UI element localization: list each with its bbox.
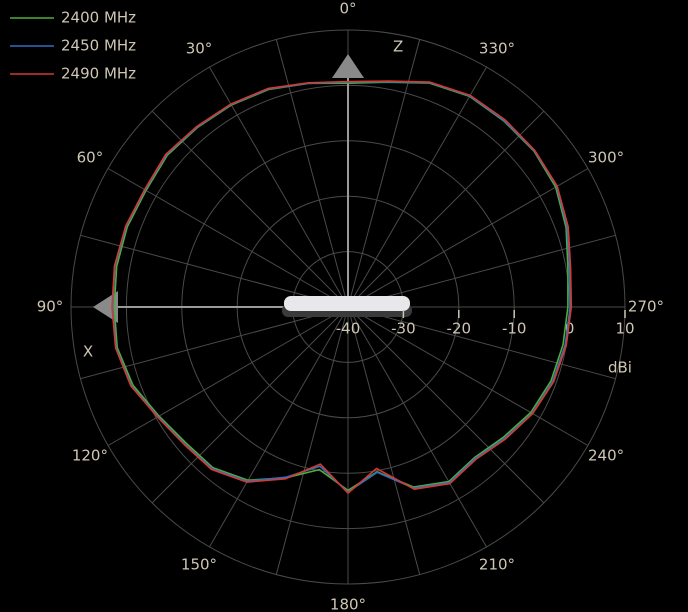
x-label: X (83, 343, 93, 361)
spoke (275, 39, 349, 308)
theta-tick-label: 240° (588, 447, 624, 465)
z-arrow (332, 54, 364, 78)
spoke (151, 306, 349, 504)
series (111, 80, 573, 494)
spoke (347, 306, 589, 446)
grid-circle (70, 29, 626, 585)
z-label: Z (393, 38, 403, 56)
r-tick-label: -10 (502, 320, 527, 338)
theta-tick-label: 90° (37, 298, 64, 316)
theta-tick-label: 180° (330, 596, 366, 612)
spoke (347, 234, 616, 308)
theta-tick-label: 210° (479, 556, 515, 574)
r-tick-label: -40 (336, 320, 361, 338)
legend-label: 2400 MHz (61, 9, 136, 27)
spoke (347, 306, 421, 575)
spoke (209, 66, 349, 308)
spoke (347, 110, 545, 308)
device (282, 296, 412, 317)
spoke (347, 168, 589, 308)
r-tick-label: 10 (615, 320, 634, 338)
theta-tick-label: 150° (181, 556, 217, 574)
r-tick-label: -20 (447, 320, 472, 338)
spoke (347, 306, 616, 380)
spoke (107, 168, 349, 308)
spoke (347, 66, 487, 308)
spoke (347, 39, 421, 308)
theta-tick-label: 0° (339, 0, 356, 18)
theta-tick-label: 270° (628, 298, 664, 316)
r-axis-label: dBi (608, 359, 632, 377)
spoke (80, 306, 349, 380)
device-body (284, 296, 410, 311)
legend-label: 2450 MHz (61, 37, 136, 55)
spoke (151, 110, 349, 308)
spoke (80, 234, 349, 308)
legend: 2400 MHz 2450 MHz 2490 MHz (10, 9, 136, 83)
theta-tick-label: 330° (479, 39, 515, 57)
legend-label: 2490 MHz (61, 65, 136, 83)
spoke (275, 306, 349, 575)
theta-tick-label: 120° (72, 447, 108, 465)
axes: Z X dBi -40 -30 -20 -10 0 10 0° 30° 60° 90° 120° 15… (37, 0, 664, 612)
theta-tick-label: 30° (186, 39, 213, 57)
r-tick-label: -30 (391, 320, 416, 338)
theta-tick-label: 300° (588, 149, 624, 167)
series-line (113, 81, 569, 492)
spoke (347, 306, 487, 548)
theta-tick-label: 60° (77, 149, 104, 167)
spoke (347, 306, 545, 504)
spoke (209, 306, 349, 548)
series-line (111, 80, 573, 494)
r-tick-label: 0 (565, 320, 575, 338)
spoke (107, 306, 349, 446)
